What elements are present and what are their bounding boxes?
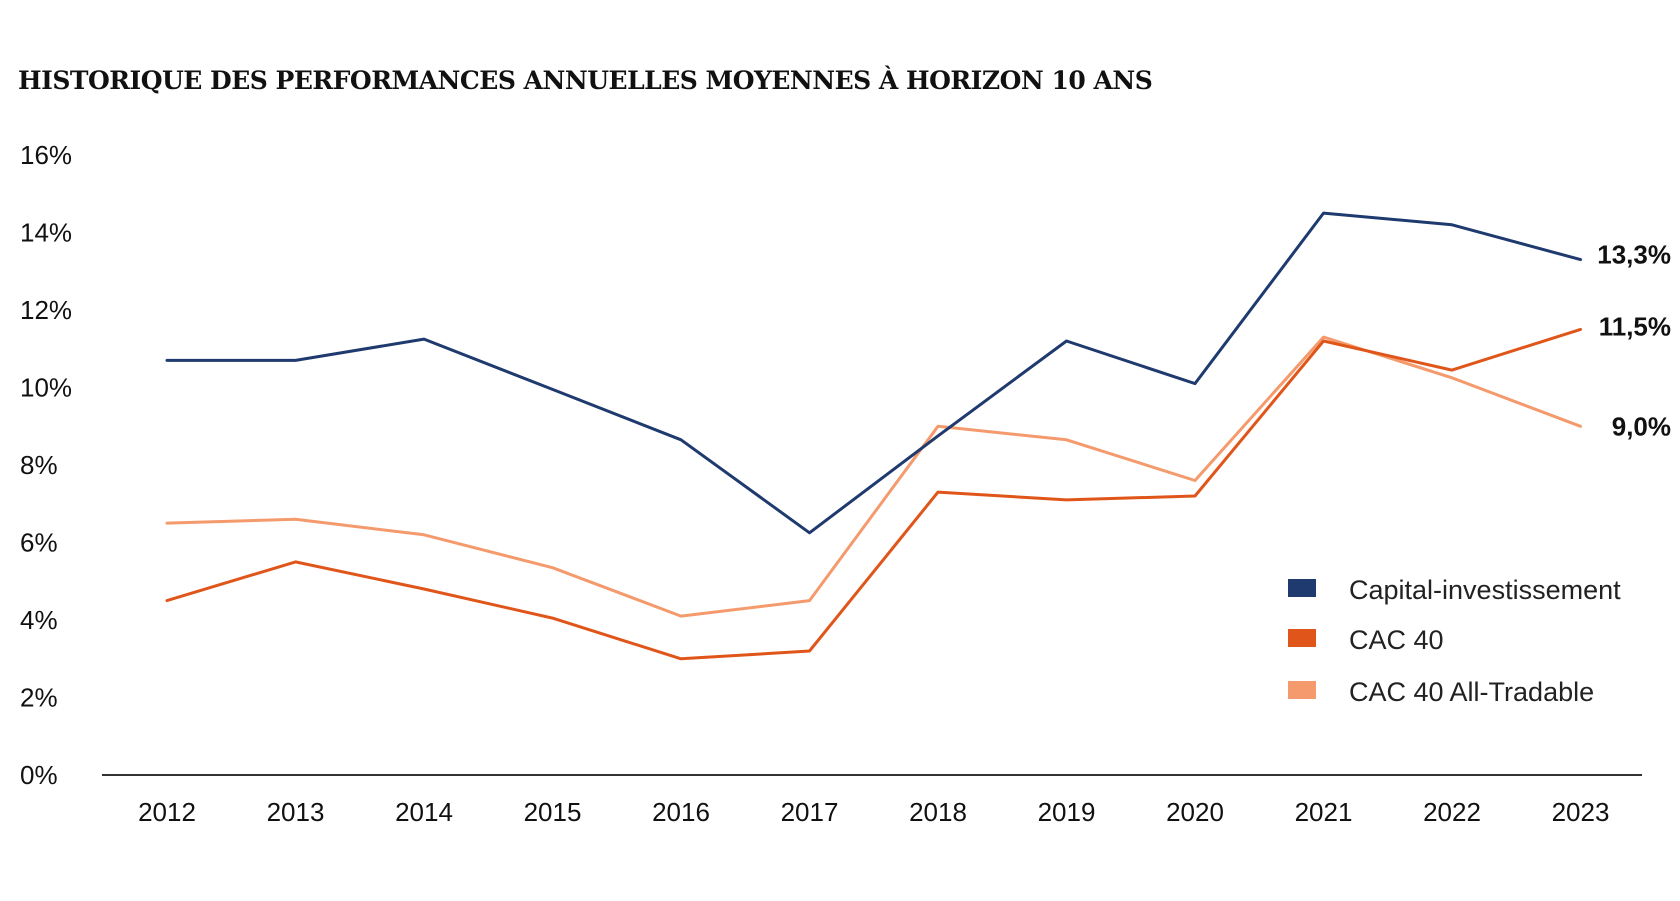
x-tick-label: 2022 xyxy=(1423,797,1481,827)
y-tick-label: 16% xyxy=(20,140,72,170)
x-tick-label: 2014 xyxy=(395,797,453,827)
y-tick-label: 12% xyxy=(20,295,72,325)
y-tick-label: 8% xyxy=(20,450,58,480)
series-line-0 xyxy=(165,211,1582,535)
end-value-label: 11,5% xyxy=(1599,311,1671,341)
x-tick-label: 2019 xyxy=(1038,797,1096,827)
series-line-2 xyxy=(165,335,1582,618)
legend-swatch xyxy=(1288,681,1316,699)
y-tick-label: 0% xyxy=(20,760,58,790)
series-layer xyxy=(165,211,1582,661)
y-tick-label: 10% xyxy=(20,373,72,403)
x-tick-label: 2020 xyxy=(1166,797,1224,827)
y-tick-label: 14% xyxy=(20,218,72,248)
legend-swatch xyxy=(1288,579,1316,597)
x-tick-label: 2017 xyxy=(781,797,839,827)
x-axis: 2012 2013 2014 2015 2016 2017 2018 2019 2020 2021… xyxy=(102,774,1642,827)
x-tick-label: 2023 xyxy=(1552,797,1610,827)
x-tick-label: 2021 xyxy=(1295,797,1353,827)
x-tick-label: 2016 xyxy=(652,797,710,827)
y-tick-label: 2% xyxy=(20,683,58,713)
y-tick-label: 4% xyxy=(20,605,58,635)
x-tick-label: 2012 xyxy=(138,797,196,827)
legend: Capital-investissement CAC 40 CAC 40 All-T… xyxy=(1288,575,1621,707)
legend-label: CAC 40 All-Tradable xyxy=(1349,677,1594,707)
y-tick-label: 6% xyxy=(20,528,58,558)
legend-swatch xyxy=(1288,629,1316,647)
legend-label: CAC 40 xyxy=(1349,625,1444,655)
x-tick-label: 2013 xyxy=(267,797,325,827)
legend-label: Capital-investissement xyxy=(1349,575,1621,605)
chart-title: HISTORIQUE DES PERFORMANCES ANNUELLES MO… xyxy=(18,66,1153,95)
end-value-label: 9,0% xyxy=(1612,411,1671,441)
x-tick-label: 2018 xyxy=(909,797,967,827)
series-line-1 xyxy=(165,327,1582,661)
end-labels: 13,3% 11,5% 9,0% xyxy=(1597,240,1671,442)
y-axis: 0% 2% 4% 6% 8% 10% 12% 14% 16% xyxy=(20,140,72,790)
end-value-label: 13,3% xyxy=(1597,240,1671,270)
x-tick-label: 2015 xyxy=(524,797,582,827)
